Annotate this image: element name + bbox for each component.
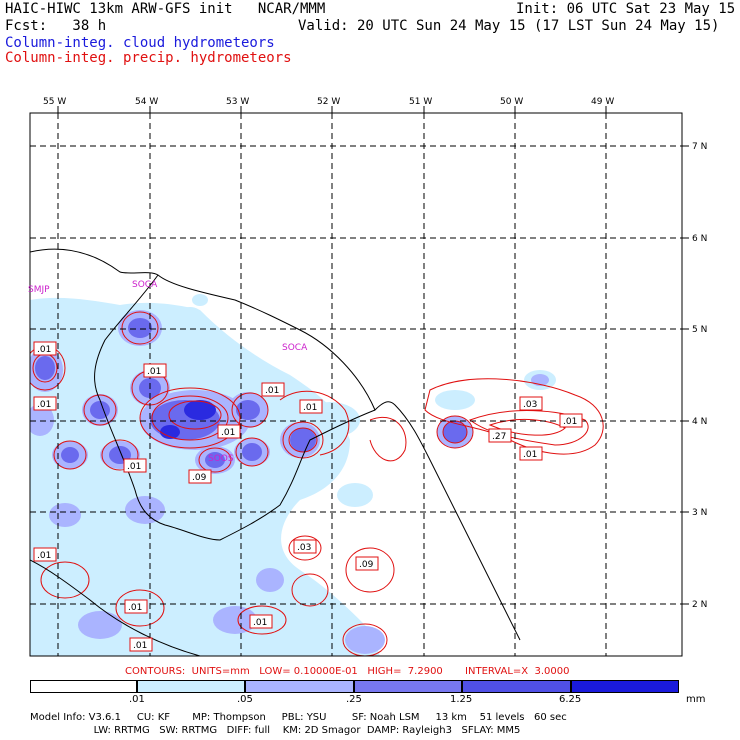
colorbar-cell [30,680,137,693]
svg-text:.01: .01 [303,403,317,413]
lon-label: 55 W [43,97,66,107]
lat-label: 3 N [692,508,707,518]
svg-text:.01: .01 [128,603,142,613]
legend-precip: Column-integ. precip. hydrometeors [5,50,292,66]
colorbar-cell [462,680,571,693]
contour-label: .01 [299,399,323,414]
colorbar-cell [354,680,462,693]
axis-ticks [57,106,689,605]
colorbar-cell [137,680,245,693]
model-info-line1: Model Info: V3.6.1 CU: KF MP: Thompson P… [30,712,567,723]
svg-text:.09: .09 [192,473,207,483]
colorbar-cell [245,680,354,693]
lat-label: 6 N [692,234,707,244]
contour-label: .01 [217,424,241,439]
svg-text:.01: .01 [523,450,537,460]
map-layers [30,113,682,656]
station-label: SMJP [28,285,50,295]
contour-label: .01 [143,363,167,378]
contour-label: .03 [519,396,543,411]
legend-cloud: Column-integ. cloud hydrometeors [5,35,275,51]
svg-text:.01: .01 [253,618,267,628]
colorbar-cell [571,680,679,693]
plot-title: HAIC-HIWC 13km ARW-GFS init NCAR/MMM [5,1,326,17]
svg-text:.01: .01 [563,417,577,427]
lon-label: 54 W [135,97,158,107]
contour-labels: .01 .01 .01 .01 .01 .01 .09 .03 .01 .27 .01 .03 .09.… [33,341,583,652]
svg-text:.03: .03 [523,400,537,410]
contour-label: .01 [519,446,543,461]
station-label: SOCA [132,280,158,290]
lon-label: 53 W [226,97,249,107]
lat-label: 2 N [692,600,707,610]
svg-text:.03: .03 [297,543,311,553]
svg-text:.01: .01 [147,367,161,377]
colorbar-units: mm [686,694,706,705]
lat-label: 7 N [692,142,707,152]
lon-label: 51 W [409,97,432,107]
contour-label: .01 [33,547,57,562]
colorbar-label: .25 [346,694,362,705]
svg-text:.09: .09 [359,560,374,570]
contour-label: .01 [249,614,273,629]
lon-label: 49 W [591,97,614,107]
contours-info: CONTOURS: UNITS=mm LOW= 0.10000E-01 HIGH… [125,666,570,677]
colorbar-label: .01 [129,694,145,705]
precip-contours [30,311,604,656]
contour-label: .03 [293,539,317,554]
svg-text:.01: .01 [133,641,147,651]
contour-label: .01 [124,599,148,614]
station-label: SOOS [208,454,234,464]
colorbar-label: 6.25 [559,694,582,705]
lon-label: 50 W [500,97,523,107]
lat-label: 4 N [692,417,707,427]
init-time: Init: 06 UTC Sat 23 May 15 [516,1,736,17]
cloud-shading-core [160,400,216,439]
lat-label: 5 N [692,325,707,335]
svg-text:.01: .01 [221,428,235,438]
colorbar-label: 1.25 [450,694,473,705]
svg-text:.27: .27 [492,432,506,442]
valid-time: Valid: 20 UTC Sun 24 May 15 (17 LST Sun … [298,18,720,34]
contour-label: .01 [123,458,147,473]
svg-text:.01: .01 [37,400,51,410]
contour-label: .01 [129,637,153,652]
model-info-line2: LW: RRTMG SW: RRTMG DIFF: full KM: 2D Sm… [30,725,521,736]
lon-label: 52 W [317,97,340,107]
forecast-hour: Fcst: 38 h [5,18,107,34]
contour-label: .01 [559,413,583,428]
contour-label: .01 [33,341,57,356]
contour-label: .01 [33,396,57,411]
contour-label: .01 [261,382,285,397]
contour-label: .09 [188,469,212,484]
station-label: SOCA [282,343,308,353]
coastline [30,248,521,656]
contour-label: .27 [488,428,512,443]
svg-text:.01: .01 [127,462,141,472]
svg-text:.01: .01 [37,345,51,355]
svg-text:.01: .01 [265,386,279,396]
map-frame [29,112,683,657]
colorbar-label: .05 [237,694,253,705]
svg-text:.01: .01 [37,551,51,561]
station-labels: SMJP SOCA SOCA SOOS [28,280,308,464]
contour-label: .09 [355,556,379,571]
